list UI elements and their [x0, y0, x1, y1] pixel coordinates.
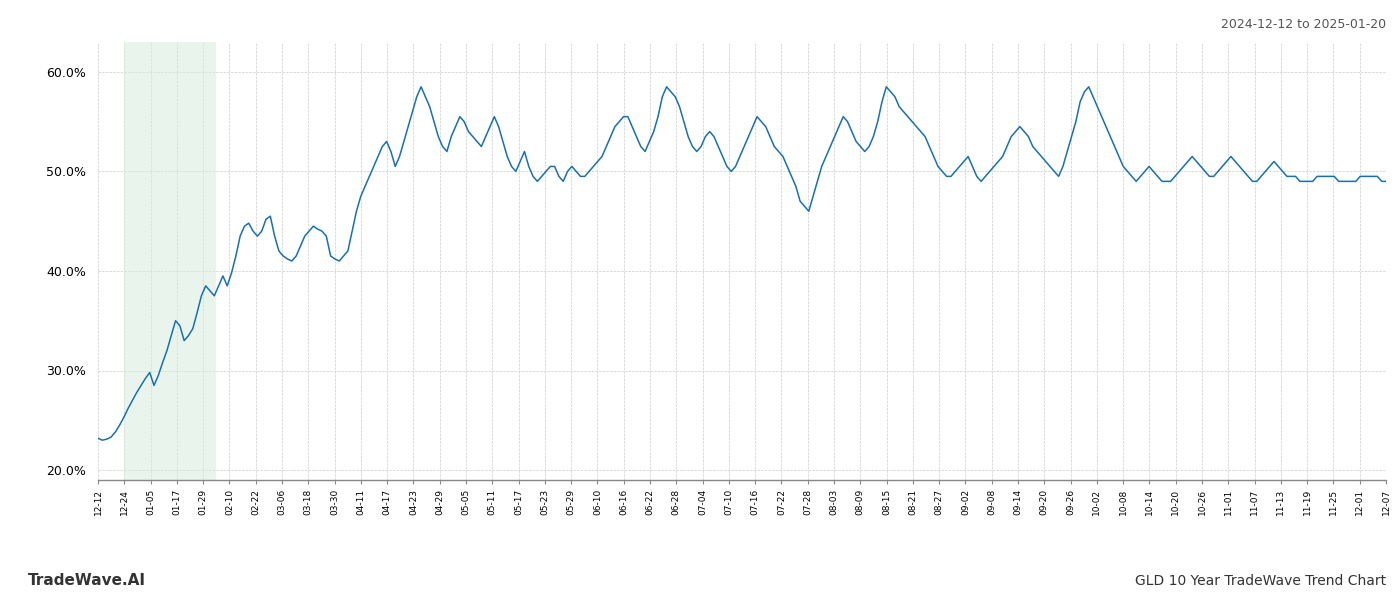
Text: 2024-12-12 to 2025-01-20: 2024-12-12 to 2025-01-20: [1221, 18, 1386, 31]
Bar: [125, 42, 216, 480]
Text: TradeWave.AI: TradeWave.AI: [28, 573, 146, 588]
Text: GLD 10 Year TradeWave Trend Chart: GLD 10 Year TradeWave Trend Chart: [1135, 574, 1386, 588]
